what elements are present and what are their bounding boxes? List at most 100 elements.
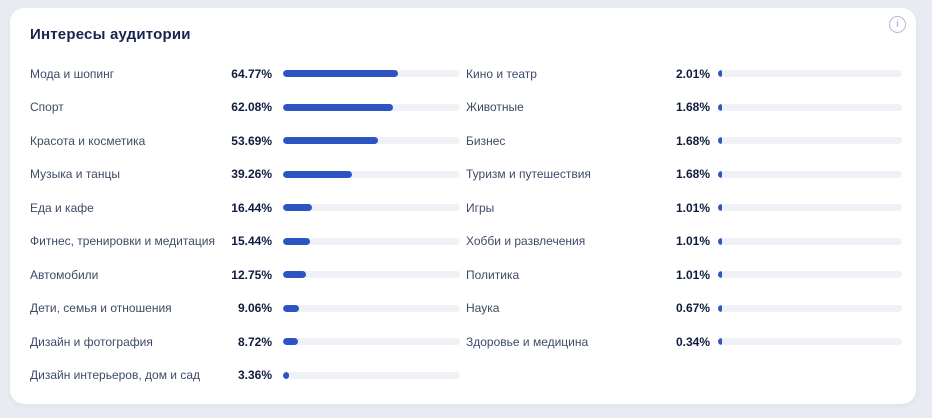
interest-label: Игры (466, 200, 495, 215)
interest-value: 3.36% (237, 368, 272, 383)
interest-label: Здоровье и медицина (466, 334, 589, 349)
interest-label: Дизайн интерьеров, дом и сад (30, 368, 200, 383)
interest-bar-fill (718, 170, 722, 178)
interest-bar-track (283, 371, 460, 379)
interests-column-right: Кино и театр 2.01% Животные 1.68% Бизнес… (466, 57, 902, 359)
interest-value: 9.06% (237, 301, 272, 316)
interest-bar-fill (283, 103, 393, 111)
interest-bar-track (718, 137, 902, 145)
interest-label: Наука (466, 301, 500, 316)
interest-value: 2.01% (675, 66, 710, 81)
interest-bar-track (283, 338, 460, 346)
interest-label: Хобби и развлечения (466, 234, 586, 249)
interest-bar-track (718, 204, 902, 212)
interest-row: Дети, семья и отношения 9.06% (30, 292, 460, 326)
interest-row: Животные 1.68% (466, 91, 902, 125)
interest-bar-fill (718, 304, 722, 312)
interest-row: Фитнес, тренировки и медитация 15.44% (30, 225, 460, 259)
interest-bar-track (718, 70, 902, 78)
interest-row: Кино и театр 2.01% (466, 57, 902, 91)
interest-row: Хобби и развлечения 1.01% (466, 225, 902, 259)
interest-row: Наука 0.67% (466, 292, 902, 326)
interest-bar-fill (283, 271, 306, 279)
interest-bar-track (718, 338, 902, 346)
interests-column-left: Мода и шопинг 64.77% Спорт 62.08% Красот… (30, 57, 460, 392)
interest-value: 1.01% (675, 234, 710, 249)
interest-bar-track (283, 304, 460, 312)
interest-row: Здоровье и медицина 0.34% (466, 325, 902, 359)
interest-label: Фитнес, тренировки и медитация (30, 234, 215, 249)
interest-bar-fill (283, 304, 300, 312)
interest-value: 1.68% (675, 167, 710, 182)
interest-row: Красота и косметика 53.69% (30, 124, 460, 158)
interest-bar-fill (283, 137, 379, 145)
interest-bar-track (283, 170, 460, 178)
interest-bar-track (283, 137, 460, 145)
interest-label: Музыка и танцы (30, 167, 120, 182)
interest-bar-track (283, 70, 460, 78)
interest-label: Туризм и путешествия (466, 167, 591, 182)
interest-bar-fill (283, 70, 398, 78)
interest-row: Спорт 62.08% (30, 91, 460, 125)
interest-value: 62.08% (231, 100, 272, 115)
interest-bar-track (718, 170, 902, 178)
interest-bar-track (283, 204, 460, 212)
card-title: Интересы аудитории (30, 26, 191, 43)
interest-label: Мода и шопинг (30, 66, 115, 81)
interest-row: Дизайн и фотография 8.72% (30, 325, 460, 359)
interest-value: 39.26% (231, 167, 272, 182)
interest-bar-fill (283, 338, 299, 346)
interest-row: Политика 1.01% (466, 258, 902, 292)
interest-label: Еда и кафе (30, 200, 94, 215)
interest-bar-track (718, 271, 902, 279)
interest-label: Дизайн и фотография (30, 334, 153, 349)
interest-row: Автомобили 12.75% (30, 258, 460, 292)
interest-bar-fill (718, 237, 722, 245)
interest-label: Дети, семья и отношения (30, 301, 172, 316)
interest-value: 64.77% (231, 66, 272, 81)
interest-label: Бизнес (466, 133, 506, 148)
interest-label: Животные (466, 100, 524, 115)
interest-bar-track (718, 103, 902, 111)
interest-label: Автомобили (30, 267, 99, 282)
interest-bar-track (283, 103, 460, 111)
interest-bar-fill (718, 70, 722, 78)
interest-label: Красота и косметика (30, 133, 146, 148)
interest-bar-fill (283, 170, 353, 178)
audience-interests-card: Интересы аудитории i Мода и шопинг 64.77… (10, 8, 916, 404)
interest-bar-track (718, 304, 902, 312)
interest-label: Спорт (30, 100, 64, 115)
interest-bar-fill (283, 204, 313, 212)
interest-bar-fill (718, 103, 722, 111)
interest-row: Мода и шопинг 64.77% (30, 57, 460, 91)
interest-row: Бизнес 1.68% (466, 124, 902, 158)
interest-bar-track (283, 237, 460, 245)
interests-chart: Мода и шопинг 64.77% Спорт 62.08% Красот… (30, 57, 902, 392)
interest-bar-fill (718, 204, 722, 212)
interest-value: 53.69% (231, 133, 272, 148)
interest-value: 1.01% (675, 267, 710, 282)
interest-label: Кино и театр (466, 66, 537, 81)
interest-value: 15.44% (231, 234, 272, 249)
interest-bar-fill (283, 371, 289, 379)
interest-value: 1.01% (675, 200, 710, 215)
interest-bar-track (283, 271, 460, 279)
interest-label: Политика (466, 267, 520, 282)
interest-bar-fill (718, 338, 722, 346)
interest-bar-fill (718, 271, 722, 279)
interest-value: 12.75% (231, 267, 272, 282)
interest-value: 1.68% (675, 133, 710, 148)
interest-bar-fill (718, 137, 722, 145)
interest-row: Игры 1.01% (466, 191, 902, 225)
interest-row: Музыка и танцы 39.26% (30, 158, 460, 192)
interest-value: 1.68% (675, 100, 710, 115)
info-icon[interactable]: i (889, 16, 906, 33)
interest-row: Туризм и путешествия 1.68% (466, 158, 902, 192)
interest-bar-fill (283, 237, 311, 245)
interest-value: 0.67% (675, 301, 710, 316)
interest-row: Дизайн интерьеров, дом и сад 3.36% (30, 359, 460, 393)
interest-bar-track (718, 237, 902, 245)
interest-value: 16.44% (231, 200, 272, 215)
interest-row: Еда и кафе 16.44% (30, 191, 460, 225)
interest-value: 8.72% (237, 334, 272, 349)
